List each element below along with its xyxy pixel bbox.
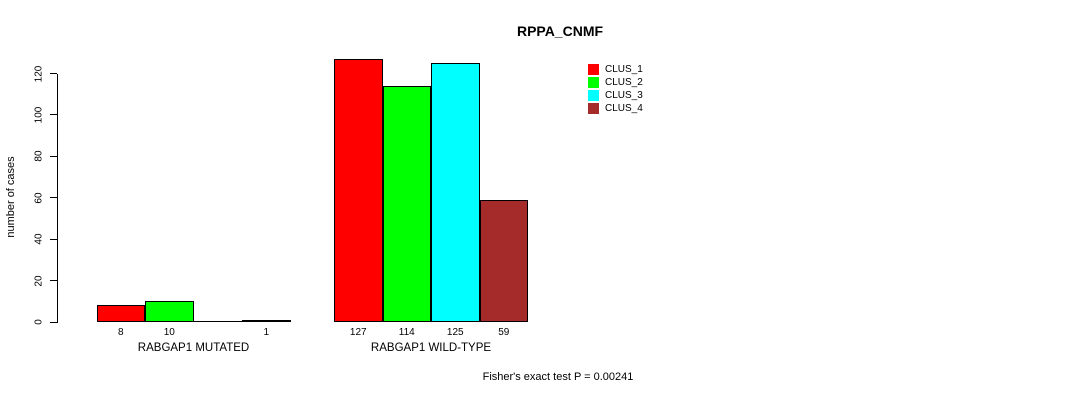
bar (382, 85, 431, 322)
bar (242, 319, 291, 322)
legend-row: CLUS_1 (588, 64, 643, 75)
y-axis-tick-label: 20 (33, 275, 45, 287)
stat-text: Fisher's exact test P = 0.00241 (482, 371, 634, 383)
legend-swatch (588, 90, 599, 101)
bar-value-label: 114 (398, 327, 415, 338)
legend: CLUS_1 CLUS_2 CLUS_3 CLUS_4 (588, 64, 643, 116)
y-axis-tick-label: 40 (33, 233, 45, 245)
bar-value-label: 125 (446, 327, 464, 338)
legend-label: CLUS_2 (605, 77, 643, 88)
bar (334, 59, 383, 322)
group-label: RABGAP1 WILD-TYPE (370, 342, 492, 354)
bar (479, 199, 528, 322)
y-axis-label: number of cases (5, 156, 17, 238)
bar-value-label: 59 (498, 327, 510, 338)
y-axis-tick-label: 0 (33, 319, 45, 325)
legend-label: CLUS_3 (605, 90, 643, 101)
y-axis-tick (50, 114, 57, 116)
y-axis-tick-label: 80 (33, 150, 45, 162)
legend-swatch (588, 64, 599, 75)
group-label: RABGAP1 MUTATED (137, 342, 250, 354)
y-axis-line (57, 73, 58, 323)
y-axis-tick (50, 321, 57, 323)
legend-row: CLUS_2 (588, 77, 643, 88)
y-axis-tick-label: 60 (33, 192, 45, 204)
bar-value-label: 127 (349, 327, 367, 338)
legend-swatch (588, 103, 599, 114)
bar (145, 301, 194, 322)
legend-row: CLUS_4 (588, 103, 643, 114)
bar (431, 63, 480, 322)
bar-value-label: 8 (117, 327, 124, 338)
legend-row: CLUS_3 (588, 90, 643, 101)
chart-title: RPPA_CNMF (516, 23, 604, 39)
legend-label: CLUS_4 (605, 103, 643, 114)
bar-value-label: 10 (163, 327, 175, 338)
legend-label: CLUS_1 (605, 64, 643, 75)
y-axis-tick (50, 155, 57, 157)
legend-swatch (588, 77, 599, 88)
bar-value-label: 1 (263, 327, 270, 338)
y-axis-tick-label: 120 (33, 65, 45, 82)
y-axis-tick-label: 100 (33, 106, 45, 124)
y-axis-tick (50, 197, 57, 199)
bar (193, 321, 242, 322)
bar (96, 305, 145, 322)
y-axis-tick (50, 73, 57, 74)
y-axis-tick (50, 238, 57, 240)
y-axis-tick (50, 280, 57, 282)
